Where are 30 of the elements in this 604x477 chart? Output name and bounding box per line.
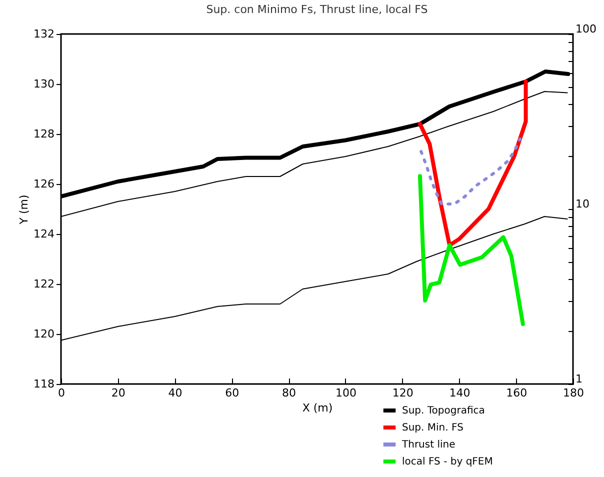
x-tick-label: 100	[335, 386, 356, 400]
legend-label: Sup. Topografica	[402, 406, 485, 416]
x-tick-label: 80	[282, 386, 296, 400]
line-series	[420, 138, 522, 206]
y-tick-label: 128	[34, 128, 54, 140]
legend-label: Thrust line	[401, 440, 456, 450]
y-tick-label: 120	[34, 328, 54, 340]
y2-tick-label: 10	[576, 198, 590, 210]
x-tick-label: 180	[563, 386, 584, 400]
x-axis-title: X (m)	[302, 402, 333, 414]
y2-tick-label: 100	[576, 22, 596, 36]
y-tick-label: 122	[34, 278, 54, 290]
y-tick-label: 126	[34, 178, 54, 190]
y-axis-title: Y (m)	[18, 194, 31, 226]
chart-title: Sup. con Minimo Fs, Thrust line, local FS	[206, 3, 428, 16]
legend-label: Sup. Min. FS	[402, 422, 464, 434]
x-tick-label: 20	[111, 386, 126, 400]
y-tick-label: 118	[34, 378, 54, 390]
line-series	[418, 80, 528, 248]
x-tick-label: 60	[225, 386, 240, 400]
x-tick-label: 160	[506, 386, 528, 400]
y-tick-label: 124	[34, 228, 54, 240]
y-tick-label: 132	[34, 28, 54, 40]
x-tick-label: 40	[168, 386, 182, 400]
y2-tick-label: 1	[576, 372, 582, 386]
x-tick-label: 140	[449, 386, 470, 400]
legend-label: local FS - by qFEM	[402, 456, 493, 468]
x-tick-label: 120	[392, 386, 414, 400]
y-tick-label: 130	[34, 78, 54, 90]
x-tick-label: 0	[58, 386, 65, 400]
